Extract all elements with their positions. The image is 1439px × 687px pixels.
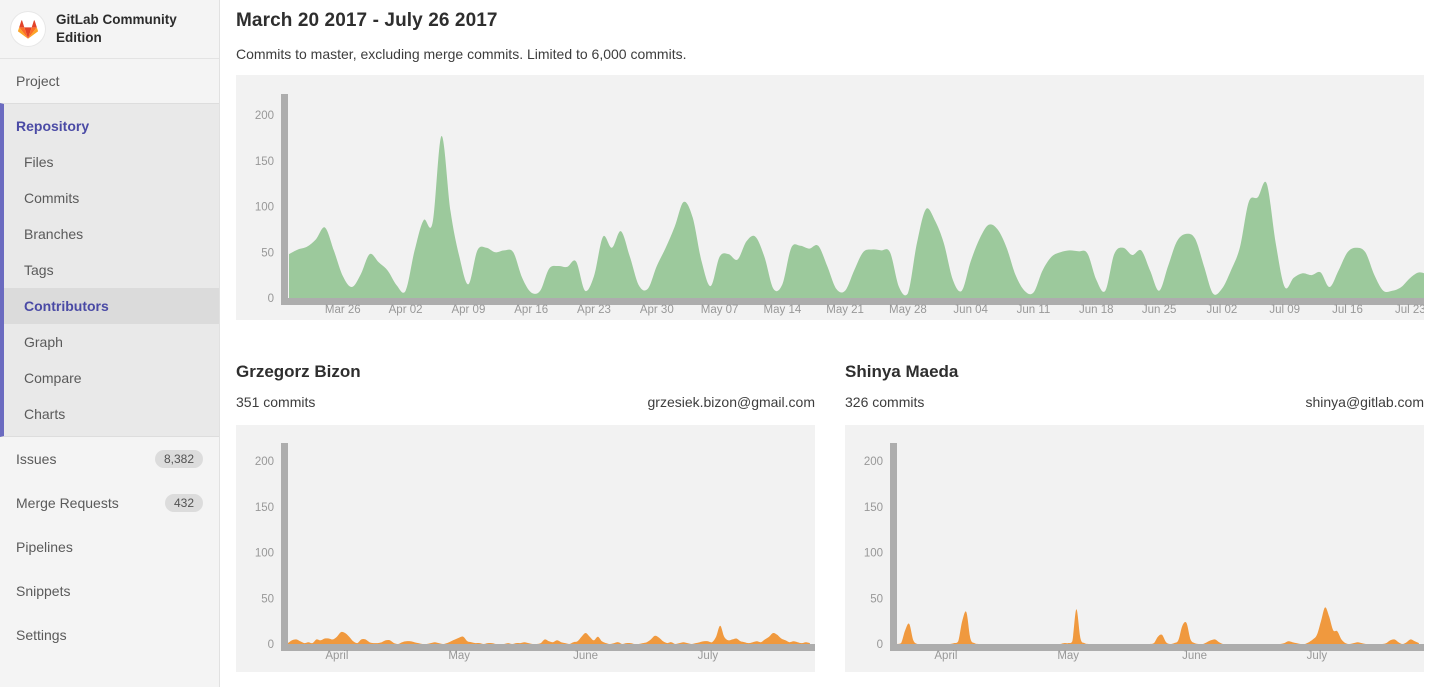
svg-text:Mar 26: Mar 26 — [325, 304, 361, 316]
contributor-card: Shinya Maeda 326 commits shinya@gitlab.c… — [845, 362, 1424, 672]
sidebar-item-compare[interactable]: Compare — [24, 370, 82, 387]
svg-text:April: April — [934, 650, 957, 662]
svg-text:Jul 23: Jul 23 — [1395, 304, 1424, 316]
sidebar-item-charts[interactable]: Charts — [24, 406, 66, 423]
sidebar-item-repository[interactable]: Repository — [16, 118, 90, 135]
svg-text:June: June — [573, 650, 598, 662]
svg-text:150: 150 — [255, 156, 274, 168]
svg-text:Apr 02: Apr 02 — [389, 304, 423, 316]
svg-text:0: 0 — [268, 639, 274, 651]
svg-text:April: April — [325, 650, 348, 662]
contributor-email: grzesiek.bizon@gmail.com — [647, 394, 816, 410]
svg-text:100: 100 — [864, 548, 883, 560]
svg-text:July: July — [1307, 650, 1328, 662]
svg-text:50: 50 — [261, 247, 274, 259]
svg-text:May 07: May 07 — [701, 304, 739, 316]
svg-text:100: 100 — [255, 548, 274, 560]
sidebar-item-files[interactable]: Files — [24, 154, 54, 171]
project-home-link[interactable]: GitLab Community Edition — [0, 0, 219, 60]
contributor-card: Grzegorz Bizon 351 commits grzesiek.bizo… — [236, 362, 815, 672]
contributor-commit-count: 351 commits — [236, 394, 316, 410]
svg-text:Jul 09: Jul 09 — [1269, 304, 1300, 316]
svg-text:Apr 30: Apr 30 — [640, 304, 674, 316]
sidebar-item-settings[interactable]: Settings — [16, 627, 67, 644]
svg-text:May 28: May 28 — [889, 304, 927, 316]
gitlab-logo-icon — [11, 12, 45, 47]
svg-text:100: 100 — [255, 202, 274, 214]
svg-text:Jun 04: Jun 04 — [953, 304, 988, 316]
app-title: GitLab Community Edition — [56, 12, 177, 46]
sidebar-item-issues[interactable]: Issues 8,382 — [0, 437, 219, 481]
svg-text:0: 0 — [877, 639, 883, 651]
svg-text:150: 150 — [864, 502, 883, 514]
issues-count-badge: 8,382 — [154, 450, 203, 469]
svg-text:50: 50 — [870, 593, 883, 605]
sidebar: GitLab Community Edition Project Reposit… — [0, 0, 220, 687]
sidebar-item-merge-requests[interactable]: Merge Requests 432 — [0, 481, 219, 525]
svg-text:May 21: May 21 — [826, 304, 864, 316]
sidebar-item-project[interactable]: Project — [16, 73, 60, 90]
page-subtitle: Commits to master, excluding merge commi… — [236, 46, 687, 62]
svg-text:Apr 16: Apr 16 — [514, 304, 548, 316]
sidebar-item-tags[interactable]: Tags — [24, 262, 54, 279]
svg-text:Jun 25: Jun 25 — [1142, 304, 1177, 316]
svg-text:Jul 16: Jul 16 — [1332, 304, 1363, 316]
svg-text:200: 200 — [864, 456, 883, 468]
contributor-name: Grzegorz Bizon — [236, 362, 361, 381]
svg-text:50: 50 — [261, 593, 274, 605]
contributor-name: Shinya Maeda — [845, 362, 959, 381]
page-title: March 20 2017 - July 26 2017 — [236, 10, 498, 31]
svg-text:Apr 09: Apr 09 — [451, 304, 485, 316]
svg-text:May: May — [1057, 650, 1079, 662]
svg-text:Apr 23: Apr 23 — [577, 304, 611, 316]
svg-text:Jul 02: Jul 02 — [1207, 304, 1238, 316]
contributors-page: March 20 2017 - July 26 2017 Commits to … — [220, 0, 1439, 687]
sidebar-item-contributors[interactable]: Contributors — [4, 288, 219, 325]
contributor-commits-chart: 0 50 100 150 200 April May June July — [845, 425, 1424, 672]
svg-text:May: May — [448, 650, 470, 662]
svg-text:June: June — [1182, 650, 1207, 662]
sidebar-item-graph[interactable]: Graph — [24, 334, 63, 351]
svg-text:Jun 18: Jun 18 — [1079, 304, 1114, 316]
contributor-commit-count: 326 commits — [845, 394, 925, 410]
contributors-list: Grzegorz Bizon 351 commits grzesiek.bizo… — [236, 362, 1424, 672]
svg-text:May 14: May 14 — [764, 304, 802, 316]
master-commits-chart: 0 50 100 150 200 Mar 26 Apr 02 Apr 09 Apr 16 Apr … — [236, 75, 1438, 320]
sidebar-item-snippets[interactable]: Snippets — [16, 583, 71, 600]
svg-text:0: 0 — [268, 293, 274, 305]
sidebar-section-repository: Repository Files Commits Branches Tags C… — [0, 103, 219, 438]
sidebar-item-commits[interactable]: Commits — [24, 190, 80, 207]
sidebar-item-pipelines[interactable]: Pipelines — [16, 539, 73, 556]
svg-text:July: July — [698, 650, 719, 662]
merge-requests-count-badge: 432 — [164, 494, 203, 513]
svg-text:200: 200 — [255, 456, 274, 468]
svg-text:150: 150 — [255, 502, 274, 514]
contributor-commits-chart: 0 50 100 150 200 April May June July — [236, 425, 815, 672]
svg-text:200: 200 — [255, 110, 274, 122]
contributor-email: shinya@gitlab.com — [1305, 394, 1425, 410]
svg-text:Jun 11: Jun 11 — [1017, 304, 1051, 316]
sidebar-item-branches[interactable]: Branches — [24, 226, 84, 243]
